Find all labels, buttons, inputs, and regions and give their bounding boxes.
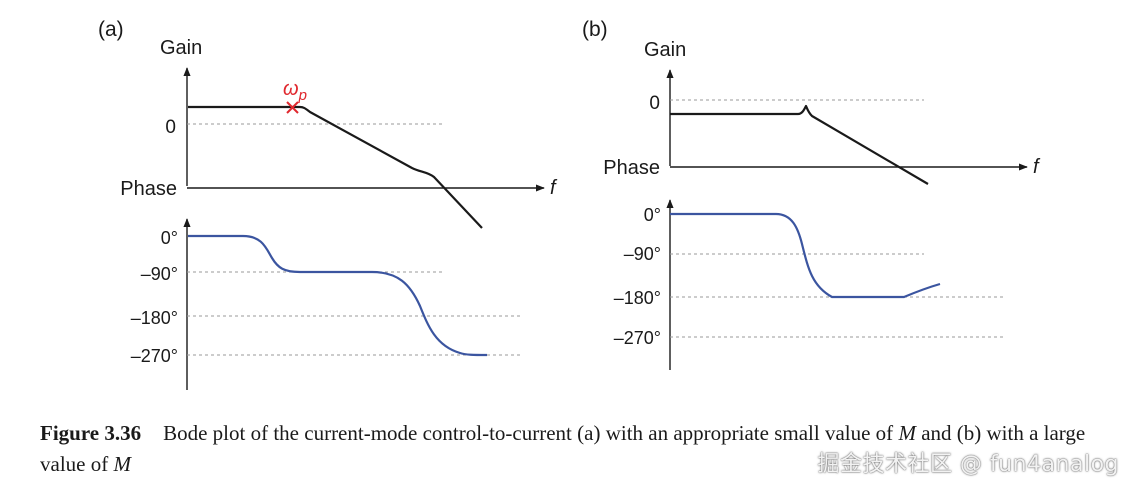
caption-math-m2: M	[113, 452, 131, 476]
panel-a-phase-axis-label: Phase	[120, 178, 177, 200]
caption-math-m1: M	[898, 421, 916, 445]
panel-a-phase-curve	[188, 234, 488, 357]
panel-a-phase-tick-minus90: –90°	[141, 264, 178, 284]
panel-a-phase-tick-minus270: –270°	[131, 346, 178, 366]
panel-b-phase-curve	[670, 212, 941, 299]
panel-a-frequency-axis-label: f	[550, 177, 558, 199]
panel-a-gain-axis-label: Gain	[160, 37, 202, 59]
panel-b-phase-tick-minus90: –90°	[624, 244, 661, 264]
panel-b: (b) Gain 0 f Phase 0° –90° –180° –270°	[582, 18, 1041, 370]
panel-a-gain-curve	[188, 105, 483, 229]
figure-number: Figure 3.36	[40, 421, 142, 445]
figure-caption: Figure 3.36 Bode plot of the current-mode…	[40, 418, 1120, 480]
panel-b-gain-zero-tick: 0	[649, 93, 660, 114]
panel-b-gain-axis-label: Gain	[644, 39, 686, 61]
panel-b-frequency-axis-label: f	[1033, 156, 1041, 178]
panel-a-phase-tick-0: 0°	[161, 228, 178, 248]
panel-a-gain-zero-tick: 0	[165, 117, 176, 138]
panel-a-pole-label: ωp	[283, 78, 307, 104]
panel-a: (a) Gain 0 f Phase 0° –90° –180° –270° ω…	[98, 18, 558, 390]
panel-b-phase-tick-0: 0°	[644, 205, 661, 225]
panel-b-phase-tick-minus270: –270°	[614, 328, 661, 348]
panel-b-phase-tick-minus180: –180°	[614, 288, 661, 308]
panel-a-pole-marker	[286, 101, 299, 114]
caption-text-part1: Bode plot of the current-mode control-to…	[163, 421, 899, 445]
panel-a-phase-tick-minus180: –180°	[131, 308, 178, 328]
watermark: 掘金技术社区 @ fun4analog	[817, 452, 1119, 477]
panel-b-gain-curve	[670, 104, 929, 185]
panel-b-label: (b)	[582, 18, 608, 41]
caption-text-part2: and (b) with a large value of	[40, 421, 1086, 476]
panel-a-label: (a)	[98, 18, 124, 41]
panel-b-phase-axis-label: Phase	[603, 157, 660, 179]
